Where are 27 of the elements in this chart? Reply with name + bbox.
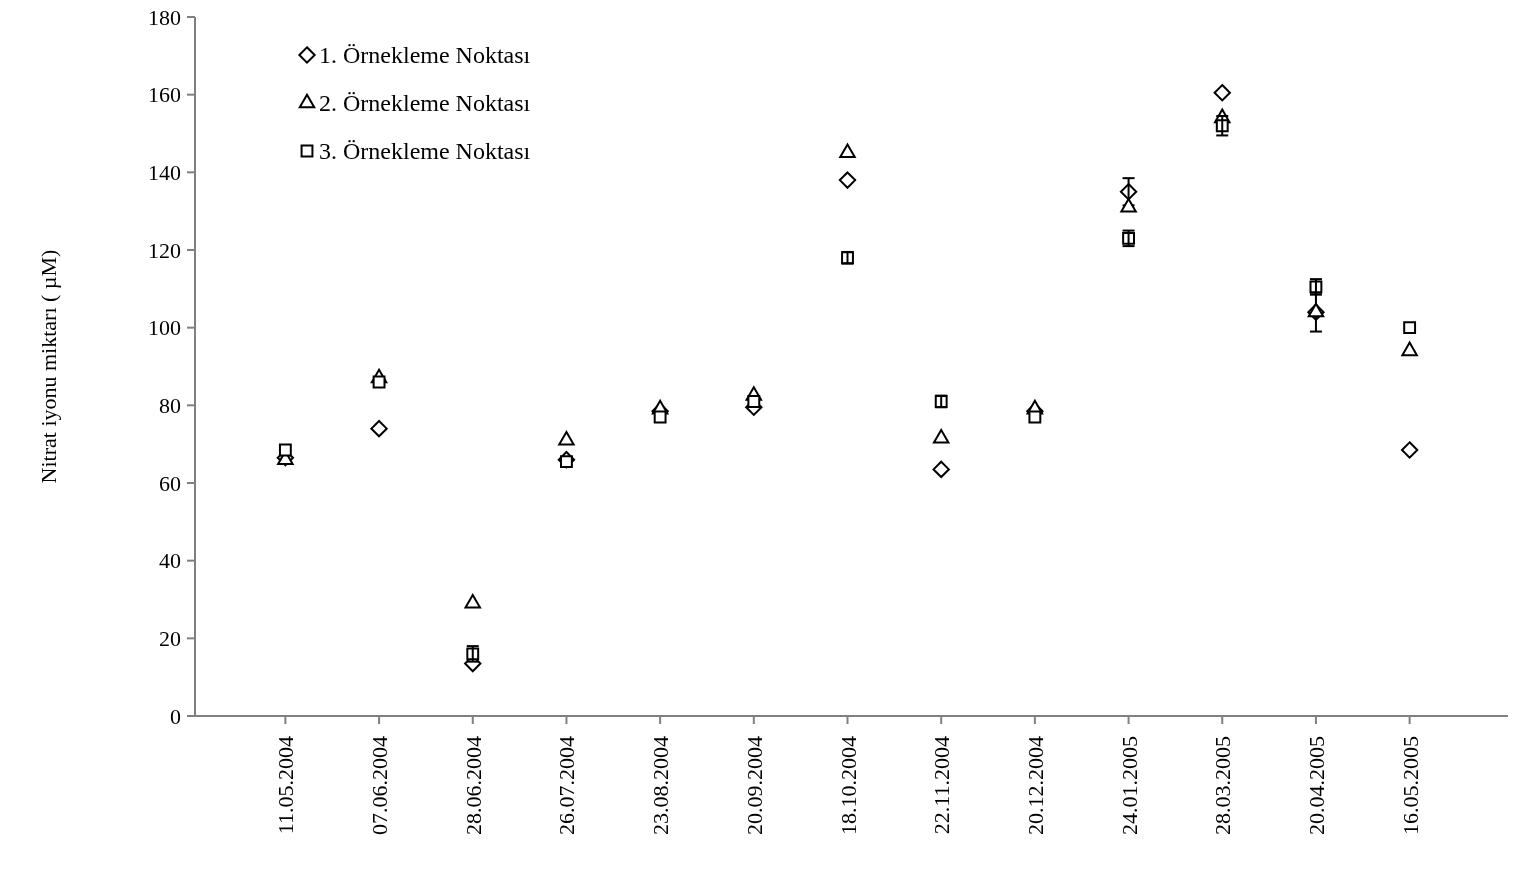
x-tick-label: 16.05.2005 (1397, 736, 1423, 835)
y-tick-label: 20 (159, 626, 181, 652)
x-tick-label: 20.04.2005 (1303, 736, 1329, 835)
y-tick-label: 80 (159, 393, 181, 419)
y-tick-label: 100 (148, 315, 181, 341)
legend-label: 2. Örnekleme Noktası (319, 90, 531, 117)
x-tick-label: 28.06.2004 (460, 736, 486, 835)
y-tick-label: 160 (148, 82, 181, 108)
x-tick-label: 18.10.2004 (835, 736, 861, 835)
x-tick-label: 24.01.2005 (1116, 736, 1142, 835)
legend-label: 3. Örnekleme Noktası (319, 138, 531, 165)
y-tick-label: 40 (159, 548, 181, 574)
y-tick-label: 140 (148, 160, 181, 186)
x-tick-label: 23.08.2004 (648, 736, 674, 835)
x-tick-label: 20.12.2004 (1022, 736, 1048, 835)
y-tick-label: 120 (148, 237, 181, 263)
x-tick-label: 22.11.2004 (929, 736, 955, 835)
y-tick-label: 0 (170, 703, 181, 729)
legend-label: 1. Örnekleme Noktası (319, 42, 531, 69)
x-tick-label: 28.03.2005 (1210, 736, 1236, 835)
x-tick-label: 11.05.2004 (273, 736, 299, 835)
x-tick-label: 07.06.2004 (367, 736, 393, 835)
y-tick-label: 180 (148, 4, 181, 30)
y-axis-title: Nitrat iyonu miktarı ( µM) (36, 249, 61, 484)
x-tick-label: 26.07.2004 (554, 736, 580, 835)
y-tick-label: 60 (159, 470, 181, 496)
x-tick-label: 20.09.2004 (741, 736, 767, 835)
